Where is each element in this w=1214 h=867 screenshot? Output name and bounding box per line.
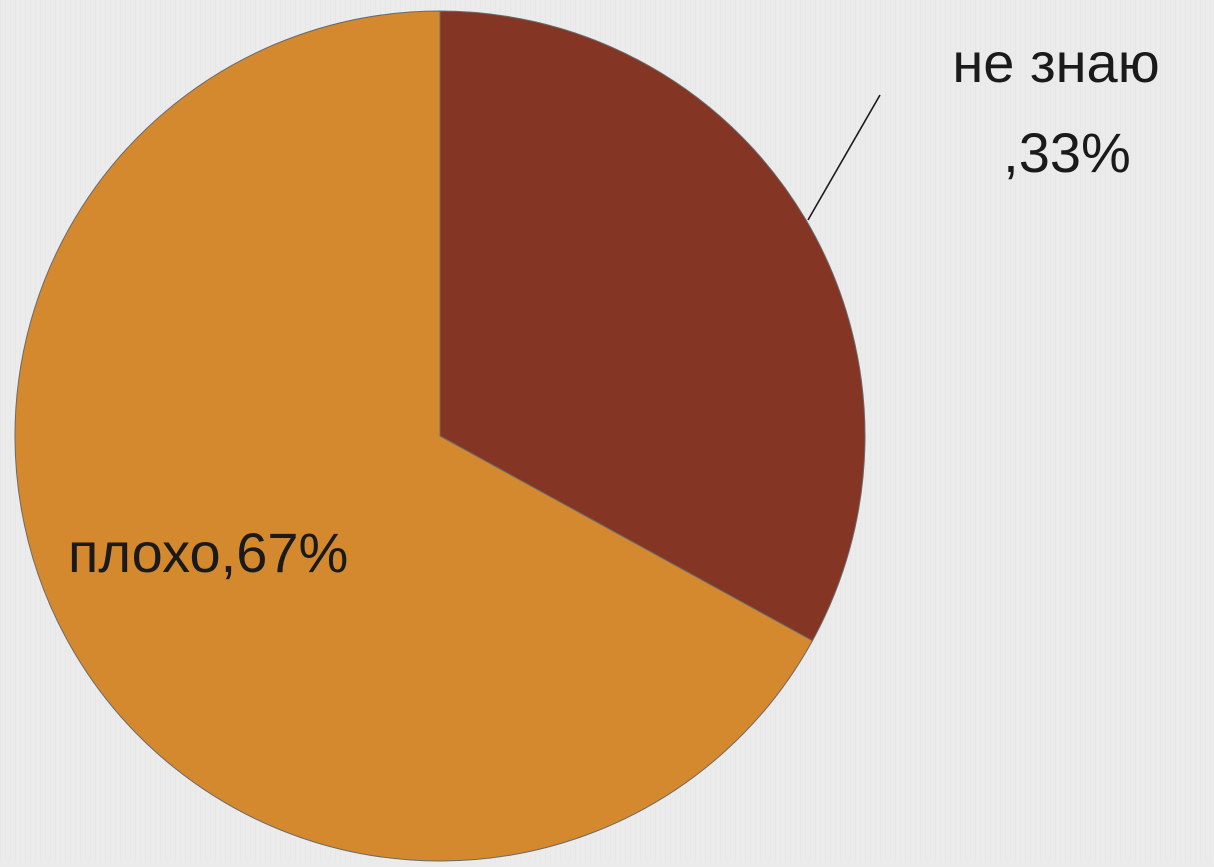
- data-label-ne-znayu-name: не знаю: [952, 31, 1159, 94]
- pie-slice-ploho: [14, 10, 814, 862]
- pie-slices: [14, 10, 866, 862]
- pie-slice-ne-znayu: [439, 10, 866, 642]
- data-label-ne-znayu-value: ,33%: [1003, 121, 1131, 184]
- leader-line-ne-znayu: [807, 94, 881, 221]
- data-label-ploho: плохо,67%: [68, 521, 348, 584]
